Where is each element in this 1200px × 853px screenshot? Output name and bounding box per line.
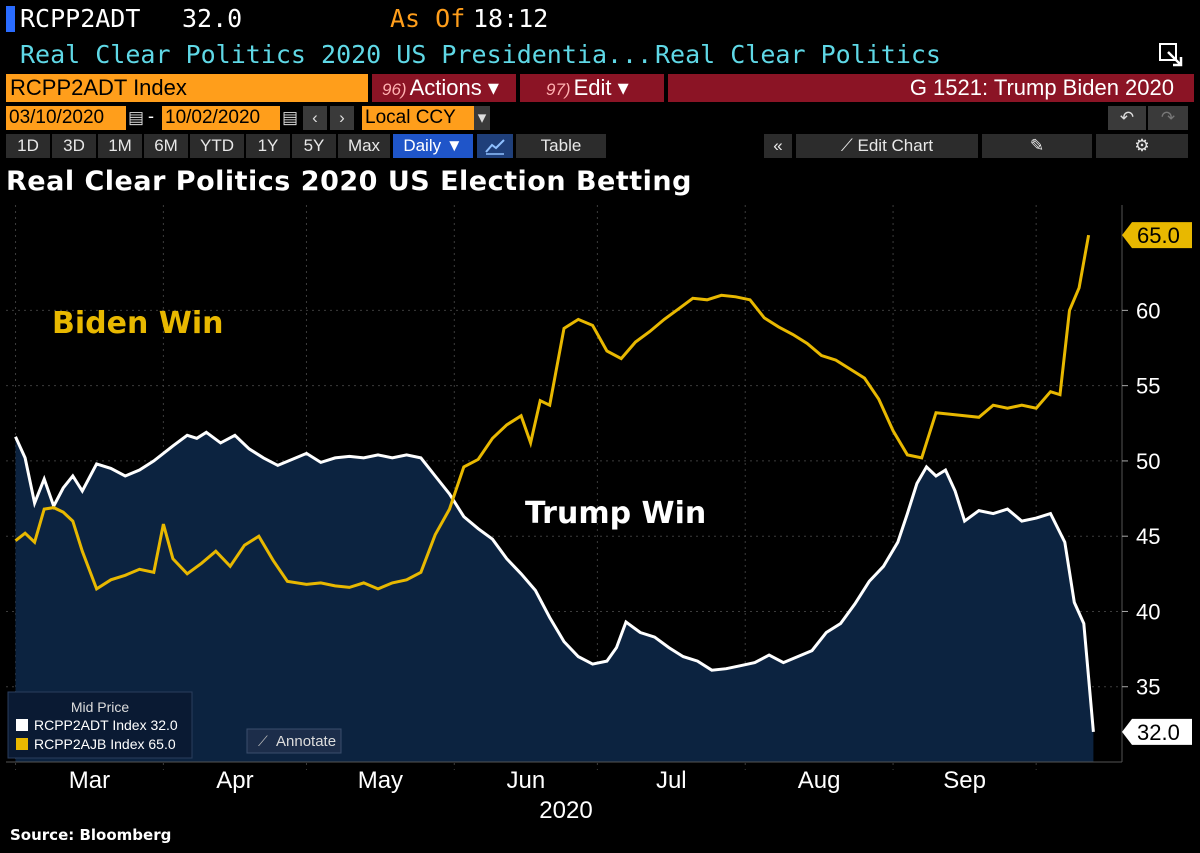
frequency-select[interactable]: Daily ▼ <box>393 134 473 158</box>
trump-last-value: 32.0 <box>1137 720 1180 745</box>
prev-period-button[interactable]: ‹ <box>303 106 327 130</box>
start-date-input[interactable]: 03/10/2020 <box>6 106 126 130</box>
undo-icon[interactable]: ↶ <box>1108 106 1146 130</box>
edit-chart-icon: ⟋ <box>840 136 858 155</box>
x-tick-label: Aug <box>798 767 841 794</box>
range-3d-button[interactable]: 3D <box>52 134 96 158</box>
x-axis-year-label: 2020 <box>539 797 592 824</box>
biden-last-value-tag: 65.0 <box>1122 222 1192 249</box>
x-tick-label: May <box>358 767 403 794</box>
range-6m-button[interactable]: 6M <box>144 134 188 158</box>
gear-icon[interactable]: ⚙ <box>1096 134 1188 158</box>
redo-icon[interactable]: ↷ <box>1148 106 1188 130</box>
legend-swatch-trump <box>16 719 28 731</box>
line-chart-icon[interactable] <box>477 134 513 158</box>
security-description: Real Clear Politics 2020 US Presidentia.… <box>20 40 653 69</box>
x-tick-label: Mar <box>69 767 110 794</box>
ticker-line: RCPP2ADT 32.0 As Of 18:12 <box>0 0 1200 38</box>
biden-last-value: 65.0 <box>1137 223 1180 248</box>
x-tick-label: Apr <box>216 767 253 794</box>
source-footnote: Source: Bloomberg <box>10 826 172 844</box>
calendar-icon[interactable]: ▤ <box>128 106 144 130</box>
range-max-button[interactable]: Max <box>338 134 390 158</box>
range-1d-button[interactable]: 1D <box>6 134 50 158</box>
chart-title: Real Clear Politics 2020 US Election Bet… <box>6 166 692 197</box>
ticker-symbol[interactable]: RCPP2ADT <box>20 4 141 33</box>
trump-last-value-tag: 32.0 <box>1122 718 1192 745</box>
annotate-icon: ⟋ <box>258 733 268 749</box>
biden-win-annotation: Biden Win <box>52 306 224 341</box>
range-1y-button[interactable]: 1Y <box>246 134 290 158</box>
x-tick-label: Sep <box>943 767 986 794</box>
range-1m-button[interactable]: 1M <box>98 134 142 158</box>
biden-series-line <box>14 234 1091 592</box>
currency-select[interactable]: Local CCY <box>362 106 474 130</box>
next-period-button[interactable]: › <box>330 106 354 130</box>
description-line: Real Clear Politics 2020 US Presidentia.… <box>0 38 1200 72</box>
as-of-time: 18:12 <box>473 4 549 33</box>
command-bar: RCPP2ADT Index 96) Actions ▾ 97) Edit ▾ G … <box>0 72 1200 104</box>
edit-chart-label: Edit Chart <box>857 136 934 155</box>
gchart-title[interactable]: G 1521: Trump Biden 2020 <box>668 74 1194 102</box>
y-tick-label: 55 <box>1136 374 1160 399</box>
legend-entry-biden: RCPP2AJB Index 65.0 <box>34 736 176 752</box>
y-tick-label: 50 <box>1136 449 1160 474</box>
date-separator: - <box>148 106 154 126</box>
x-tick-label: Jun <box>506 767 545 794</box>
table-button[interactable]: Table <box>516 134 606 158</box>
collapse-button[interactable]: « <box>764 134 792 158</box>
pencil-icon[interactable]: ✎ <box>982 134 1092 158</box>
x-tick-label: Jul <box>656 767 687 794</box>
range-5y-button[interactable]: 5Y <box>292 134 336 158</box>
trump-series-line <box>14 430 1095 733</box>
trump-area-fill <box>15 432 1094 762</box>
x-axis: Mar Apr May Jun Jul Aug Sep <box>69 767 986 794</box>
trump-win-annotation: Trump Win <box>525 496 706 531</box>
edit-chart-button[interactable]: ⟋ Edit Chart <box>796 134 978 158</box>
date-bar: 03/10/2020 ▤ - 10/02/2020 ▤ ‹ › Local CC… <box>0 104 1200 132</box>
annotate-label: Annotate <box>276 733 336 750</box>
legend-entry-trump: RCPP2ADT Index 32.0 <box>34 717 178 733</box>
as-of-label: As Of <box>390 4 466 33</box>
last-price: 32.0 <box>182 4 243 33</box>
popout-icon[interactable] <box>1158 42 1184 68</box>
legend: Mid Price RCPP2ADT Index 32.0 RCPP2AJB I… <box>7 691 193 759</box>
legend-title: Mid Price <box>71 699 130 715</box>
y-tick-label: 35 <box>1136 675 1160 700</box>
actions-menu[interactable]: 96) Actions ▾ <box>372 74 516 102</box>
security-marker <box>6 6 15 32</box>
edit-menu[interactable]: 97) Edit ▾ <box>520 74 664 102</box>
chevron-down-icon[interactable]: ▾ <box>474 106 490 130</box>
y-axis: 35 40 45 50 55 60 <box>1122 298 1160 700</box>
annotate-button[interactable]: ⟋ Annotate <box>246 728 342 754</box>
y-tick-label: 40 <box>1136 599 1160 624</box>
calendar-icon[interactable]: ▤ <box>282 106 298 130</box>
source-name: Real Clear Politics <box>655 40 941 69</box>
y-tick-label: 45 <box>1136 524 1160 549</box>
y-tick-label: 60 <box>1136 298 1160 323</box>
legend-swatch-biden <box>16 738 28 750</box>
index-field[interactable]: RCPP2ADT Index <box>6 74 368 102</box>
end-date-input[interactable]: 10/02/2020 <box>162 106 280 130</box>
range-ytd-button[interactable]: YTD <box>190 134 244 158</box>
range-bar: 1D 3D 1M 6M YTD 1Y 5Y Max Daily ▼ Table … <box>0 132 1200 160</box>
